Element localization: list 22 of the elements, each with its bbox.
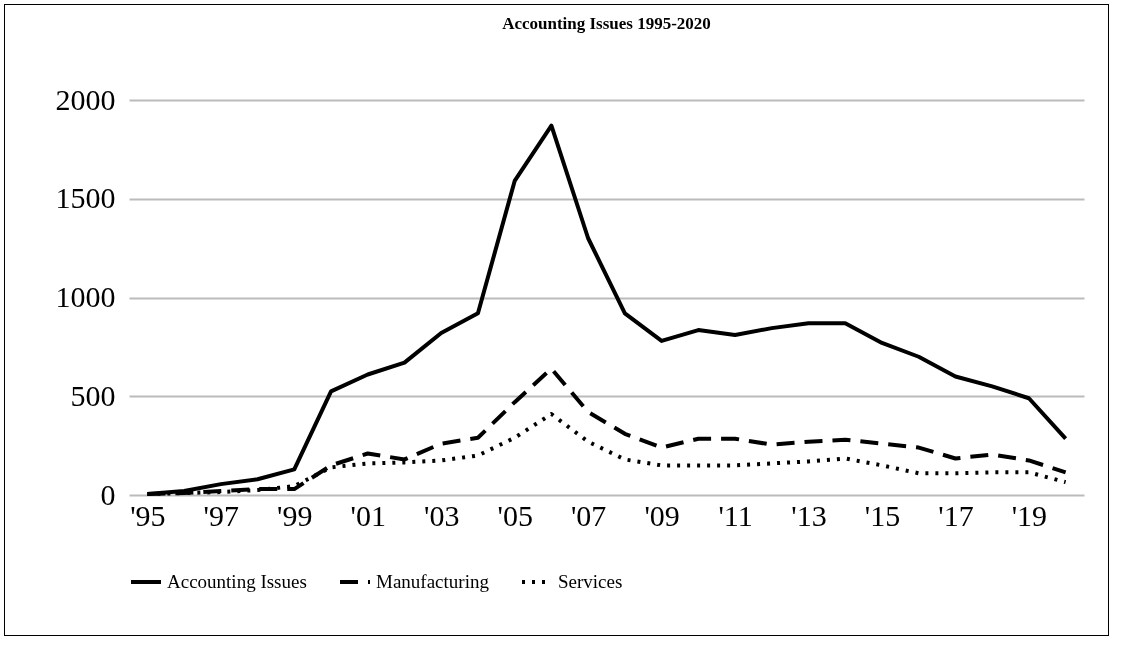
- y-tick-label: 2000: [55, 82, 116, 116]
- x-tick-label: '15: [864, 498, 901, 532]
- x-tick-label: '09: [644, 498, 680, 532]
- x-tick-label: '99: [277, 498, 313, 532]
- x-tick-label: '03: [424, 498, 460, 532]
- x-tick-label: '13: [791, 498, 827, 532]
- chart-title: Accounting Issues 1995-2020: [502, 14, 711, 33]
- x-tick-label: '95: [130, 498, 166, 532]
- x-tick-label: '07: [570, 498, 607, 532]
- y-tick-label: 1500: [55, 181, 116, 215]
- legend-label: Accounting Issues: [167, 571, 307, 592]
- y-tick-label: 0: [100, 477, 116, 511]
- y-tick-label: 500: [70, 378, 116, 412]
- legend-label: Manufacturing: [376, 571, 490, 592]
- y-tick-label: 1000: [55, 280, 116, 313]
- x-tick-label: '19: [1011, 498, 1048, 532]
- x-tick-label: '01: [350, 498, 386, 532]
- x-tick-label: '17: [938, 498, 974, 532]
- legend-label: Services: [558, 571, 623, 592]
- x-tick-label: '05: [497, 498, 533, 532]
- x-tick-label: '11: [718, 498, 753, 532]
- x-tick-label: '97: [203, 498, 240, 532]
